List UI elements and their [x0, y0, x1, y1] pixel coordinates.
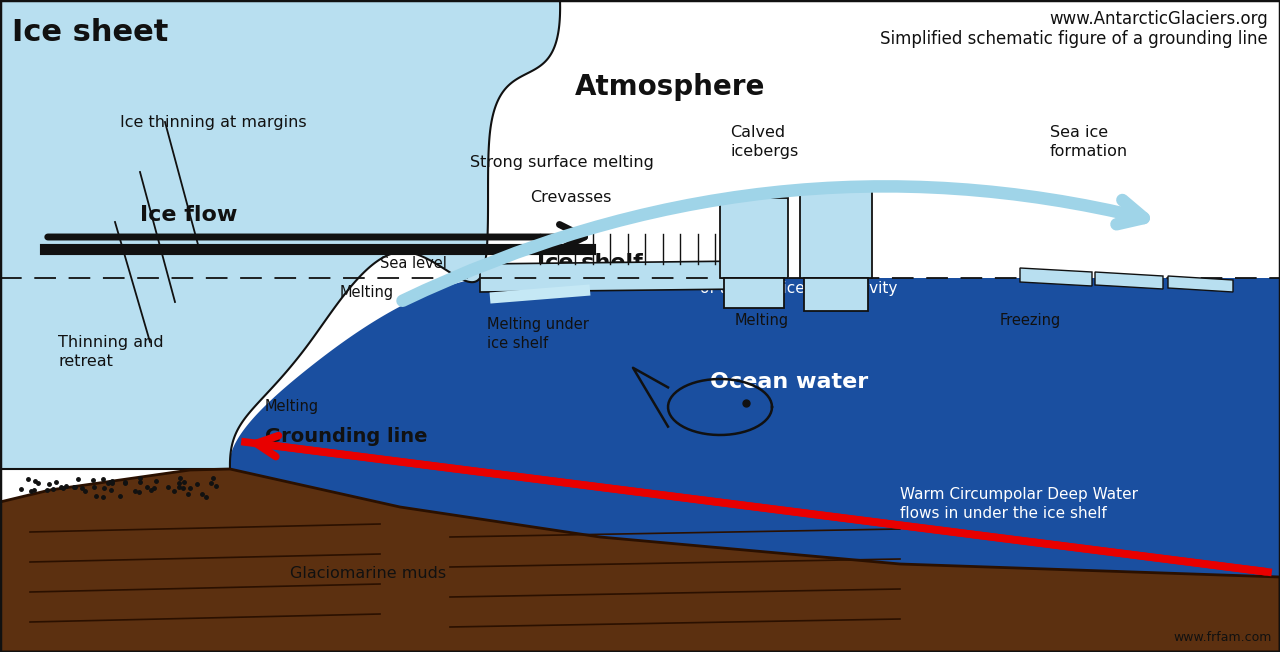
Polygon shape — [0, 278, 1280, 652]
Text: Ice thinning at margins: Ice thinning at margins — [120, 115, 307, 130]
Text: Melting: Melting — [340, 284, 394, 299]
Text: Cold surface water flows out
of the sub-ice shelf cavity: Cold surface water flows out of the sub-… — [700, 262, 919, 296]
Text: Thinning and
retreat: Thinning and retreat — [58, 335, 164, 369]
Polygon shape — [804, 278, 868, 311]
Text: www.frfam.com: www.frfam.com — [1174, 631, 1272, 644]
Text: Melting under
ice shelf: Melting under ice shelf — [486, 317, 589, 351]
Text: Simplified schematic figure of a grounding line: Simplified schematic figure of a groundi… — [881, 30, 1268, 48]
Text: Sea level: Sea level — [380, 256, 447, 271]
Text: Ice sheet: Ice sheet — [12, 18, 169, 47]
Polygon shape — [0, 0, 561, 469]
Polygon shape — [1169, 276, 1233, 292]
Text: www.AntarcticGlaciers.org: www.AntarcticGlaciers.org — [1050, 10, 1268, 28]
Text: Melting: Melting — [265, 400, 319, 415]
Text: Sea ice
formation: Sea ice formation — [1050, 125, 1128, 159]
Polygon shape — [0, 469, 1280, 652]
Text: Freezing: Freezing — [1000, 312, 1061, 327]
Polygon shape — [1020, 268, 1092, 286]
Polygon shape — [480, 261, 745, 292]
Polygon shape — [800, 190, 872, 278]
Text: Warm Circumpolar Deep Water
flows in under the ice shelf: Warm Circumpolar Deep Water flows in und… — [900, 487, 1138, 521]
Text: Glaciomarine muds: Glaciomarine muds — [291, 567, 447, 582]
Text: Melting: Melting — [735, 312, 790, 327]
Text: Ice shelf: Ice shelf — [538, 253, 643, 273]
Polygon shape — [1094, 272, 1164, 289]
Polygon shape — [719, 198, 788, 278]
Text: Ice flow: Ice flow — [140, 205, 237, 225]
Text: Atmosphere: Atmosphere — [575, 73, 765, 101]
Text: Calved
icebergs: Calved icebergs — [730, 125, 799, 159]
FancyArrowPatch shape — [402, 186, 1144, 301]
Text: Strong surface melting: Strong surface melting — [470, 155, 654, 170]
Text: Grounding line: Grounding line — [265, 428, 428, 447]
Polygon shape — [724, 278, 783, 308]
Text: Ocean water: Ocean water — [710, 372, 868, 392]
Text: Crevasses: Crevasses — [530, 190, 612, 205]
